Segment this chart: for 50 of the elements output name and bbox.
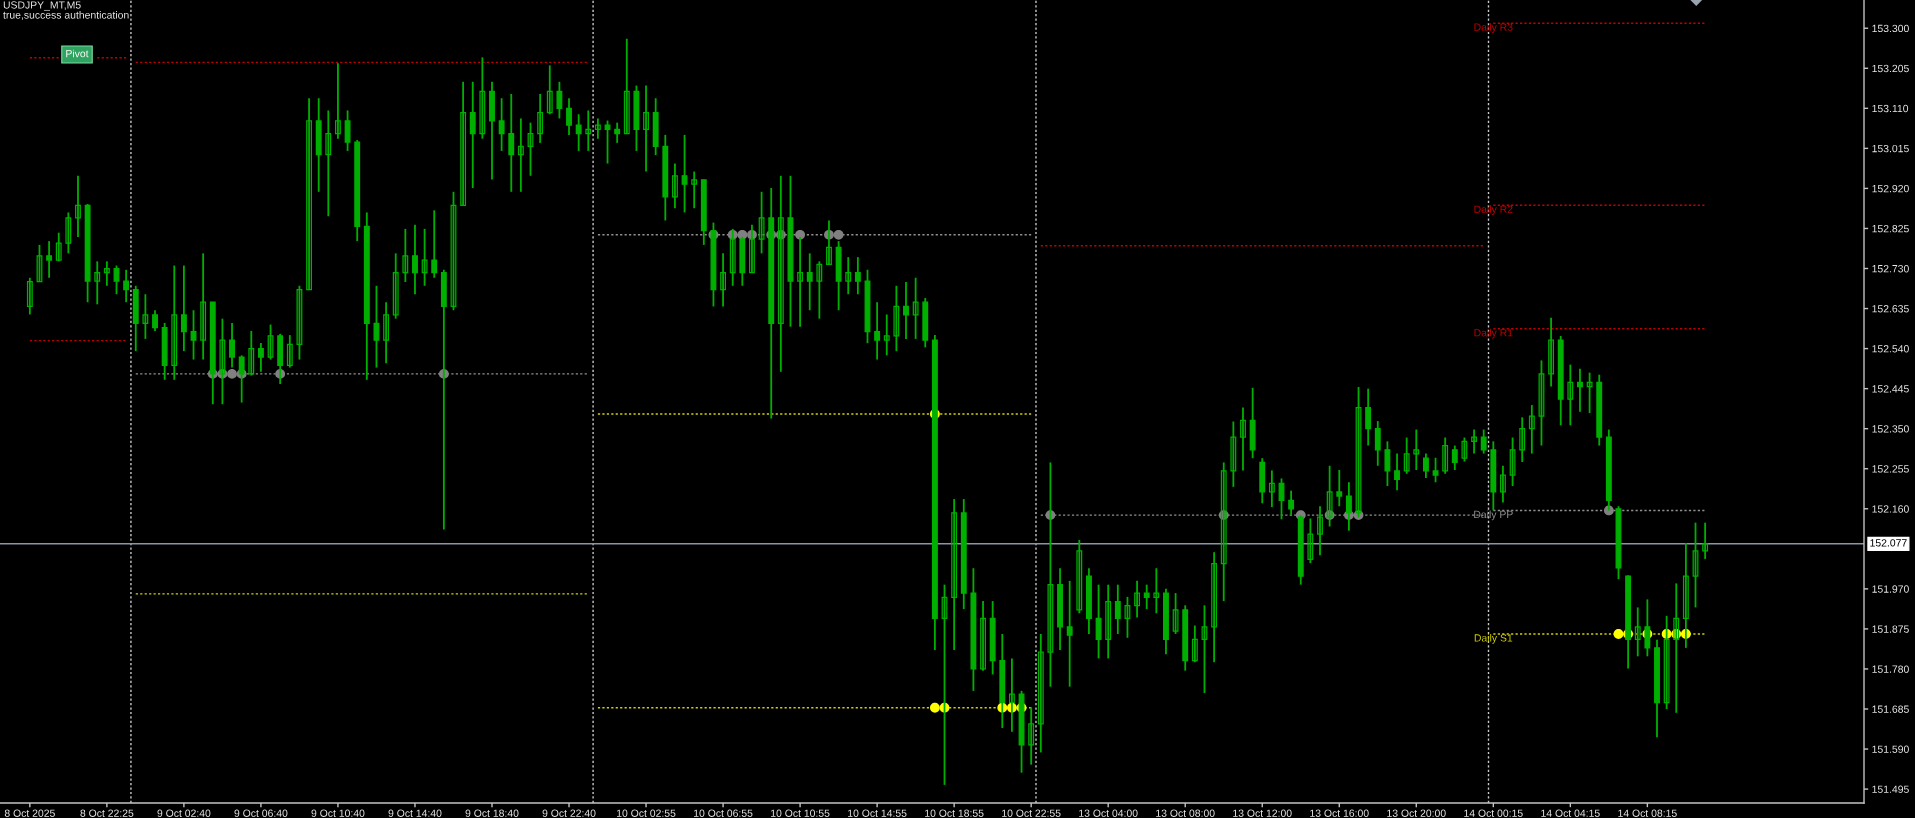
series-label: Daily R2 <box>1474 205 1513 215</box>
y-tick-label: 152.825 <box>1872 224 1909 233</box>
series-label: Daily PP <box>1474 510 1513 521</box>
y-tick-label: 151.875 <box>1872 625 1909 633</box>
series-label: Daily R3 <box>1474 23 1513 33</box>
y-tick-label: 152.730 <box>1872 265 1909 273</box>
annotation: true,success authentication <box>3 11 129 20</box>
x-tick-label: 9 Oct 18:40 <box>465 809 519 817</box>
x-tick-label: 10 Oct 06:55 <box>694 809 753 817</box>
x-tick-label: 13 Oct 16:00 <box>1310 809 1369 817</box>
y-tick-label: 153.015 <box>1872 144 1909 153</box>
x-tick-label: 9 Oct 22:40 <box>542 809 596 817</box>
y-tick-label: 153.110 <box>1872 104 1909 113</box>
ref-line-label: 152.077 <box>1870 539 1907 547</box>
y-tick-label: 152.635 <box>1872 305 1909 313</box>
x-tick-label: 9 Oct 02:40 <box>157 809 211 817</box>
x-tick-label: 13 Oct 04:00 <box>1079 809 1138 817</box>
y-tick-label: 151.495 <box>1872 785 1909 793</box>
y-tick-label: 152.350 <box>1872 425 1909 433</box>
x-tick-label: 14 Oct 08:15 <box>1618 809 1677 817</box>
x-tick-label: 10 Oct 18:55 <box>925 809 984 817</box>
x-tick-label: 10 Oct 22:55 <box>1002 809 1061 817</box>
x-tick-label: 14 Oct 00:15 <box>1464 809 1523 817</box>
y-tick-label: 152.920 <box>1872 184 1909 193</box>
y-tick-label: 152.540 <box>1872 345 1909 353</box>
y-tick-label: 151.685 <box>1872 705 1909 713</box>
y-tick-label: 153.300 <box>1872 24 1909 33</box>
x-tick-label: 10 Oct 14:55 <box>848 809 907 817</box>
x-tick-label: 10 Oct 10:55 <box>771 809 830 817</box>
y-tick-label: 152.445 <box>1872 385 1909 393</box>
y-tick-label: 151.590 <box>1872 745 1909 753</box>
x-tick-label: 9 Oct 10:40 <box>311 809 365 817</box>
y-tick-label: 151.780 <box>1872 665 1909 673</box>
x-tick-label: 9 Oct 14:40 <box>388 809 442 817</box>
x-tick-label: 14 Oct 04:15 <box>1541 809 1600 817</box>
x-tick-label: 13 Oct 20:00 <box>1387 809 1446 817</box>
series-label: Daily R1 <box>1474 328 1513 339</box>
y-tick-label: 153.205 <box>1872 64 1909 73</box>
x-tick-label: 9 Oct 06:40 <box>234 809 288 817</box>
x-tick-label: 10 Oct 02:55 <box>617 809 676 817</box>
x-tick-label: 13 Oct 08:00 <box>1156 809 1215 817</box>
y-tick-label: 152.255 <box>1872 465 1909 473</box>
y-tick-label: 151.970 <box>1872 585 1909 593</box>
x-tick-label: 8 Oct 2025 <box>4 809 55 817</box>
series-label: Daily S1 <box>1474 633 1513 644</box>
x-tick-label: 8 Oct 22:25 <box>80 809 134 817</box>
chart-title: USDJPY_MT,M5 <box>3 1 81 11</box>
annotation: Pivot <box>66 49 89 58</box>
y-tick-label: 152.160 <box>1872 505 1909 513</box>
x-tick-label: 13 Oct 12:00 <box>1233 809 1292 817</box>
